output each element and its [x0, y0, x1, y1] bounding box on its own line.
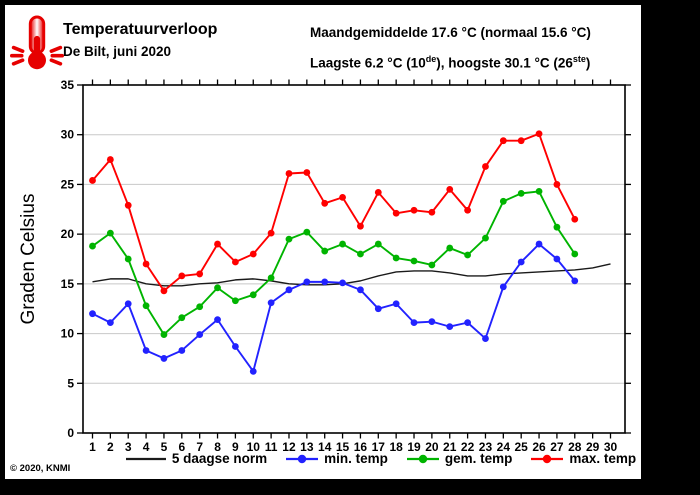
svg-text:3: 3 — [125, 440, 132, 454]
svg-text:25: 25 — [61, 177, 75, 191]
svg-text:22: 22 — [461, 440, 475, 454]
series-5-daagse-norm — [92, 263, 611, 287]
legend-swatch-5-daagse-norm — [125, 457, 166, 460]
heat-rays — [10, 45, 64, 66]
x-tick-labels: 1 2 3 4 5 6 7 8 9 10 11 12 13 14 15 16 17 18 19 20 21 22 23 24 2… — [89, 440, 617, 454]
svg-text:4: 4 — [143, 440, 150, 454]
svg-text:15: 15 — [336, 440, 350, 454]
legend-swatch-gem-temp — [406, 454, 439, 463]
svg-text:28: 28 — [568, 440, 582, 454]
svg-text:11: 11 — [265, 440, 278, 454]
svg-text:10: 10 — [247, 440, 261, 454]
svg-text:23: 23 — [479, 440, 493, 454]
svg-text:13: 13 — [300, 440, 314, 454]
svg-text:30: 30 — [61, 128, 75, 142]
svg-text:29: 29 — [586, 440, 600, 454]
svg-text:35: 35 — [61, 78, 75, 92]
legend-label: max. temp — [569, 451, 637, 466]
stat-extremes: Laagste 6.2 °C (10de), hoogste 30.1 °C (… — [310, 54, 591, 71]
chart-legend: 5 daagse norm min. temp gem. temp max. temp — [123, 451, 639, 466]
svg-text:14: 14 — [318, 440, 332, 454]
svg-text:2: 2 — [107, 440, 114, 454]
y-tick-labels: 0 5 10 15 20 25 30 35 — [61, 78, 75, 440]
svg-text:8: 8 — [214, 440, 221, 454]
svg-text:0: 0 — [67, 426, 74, 440]
legend-swatch-max-temp — [531, 454, 564, 463]
svg-text:27: 27 — [550, 440, 564, 454]
svg-text:5: 5 — [161, 440, 168, 454]
gridlines — [83, 134, 625, 384]
svg-text:16: 16 — [354, 440, 368, 454]
svg-text:21: 21 — [443, 440, 457, 454]
legend-label: min. temp — [324, 451, 388, 466]
svg-text:10: 10 — [61, 327, 75, 341]
thermometer-icon — [10, 15, 64, 70]
svg-text:19: 19 — [407, 440, 421, 454]
series-gem-temp — [89, 187, 579, 338]
chart-window: Temperatuurverloop De Bilt, juni 2020 Ma… — [3, 3, 643, 481]
legend-item-gem-temp: gem. temp — [406, 451, 513, 466]
legend-item-min-temp: min. temp — [286, 451, 388, 466]
legend-item-max-temp: max. temp — [531, 451, 636, 466]
svg-text:17: 17 — [372, 440, 386, 454]
svg-text:12: 12 — [282, 440, 296, 454]
svg-text:26: 26 — [532, 440, 546, 454]
legend-item-5-daagse-norm: 5 daagse norm — [125, 451, 268, 466]
svg-text:5: 5 — [67, 376, 74, 390]
page-subtitle: De Bilt, juni 2020 — [63, 44, 172, 59]
page-title: Temperatuurverloop — [63, 21, 218, 38]
svg-text:6: 6 — [178, 440, 185, 454]
series-max-temp — [89, 130, 579, 295]
svg-text:15: 15 — [61, 277, 75, 291]
svg-text:9: 9 — [232, 440, 239, 454]
svg-text:25: 25 — [515, 440, 529, 454]
svg-text:20: 20 — [425, 440, 439, 454]
svg-text:24: 24 — [497, 440, 511, 454]
svg-text:20: 20 — [61, 227, 75, 241]
axis-ticks — [77, 79, 631, 439]
svg-text:30: 30 — [604, 440, 618, 454]
legend-label: gem. temp — [444, 451, 513, 466]
svg-text:18: 18 — [389, 440, 403, 454]
stat-month-average: Maandgemiddelde 17.6 °C (normaal 15.6 °C… — [310, 25, 591, 40]
summary-stats: Maandgemiddelde 17.6 °C (normaal 15.6 °C… — [310, 20, 591, 77]
svg-text:7: 7 — [196, 440, 203, 454]
legend-swatch-min-temp — [286, 454, 319, 463]
plot-frame — [82, 84, 626, 434]
legend-label: 5 daagse norm — [171, 451, 268, 466]
series-min-temp — [89, 240, 579, 375]
svg-text:1: 1 — [89, 440, 96, 454]
copyright-notice: © 2020, KNMI — [10, 463, 71, 474]
